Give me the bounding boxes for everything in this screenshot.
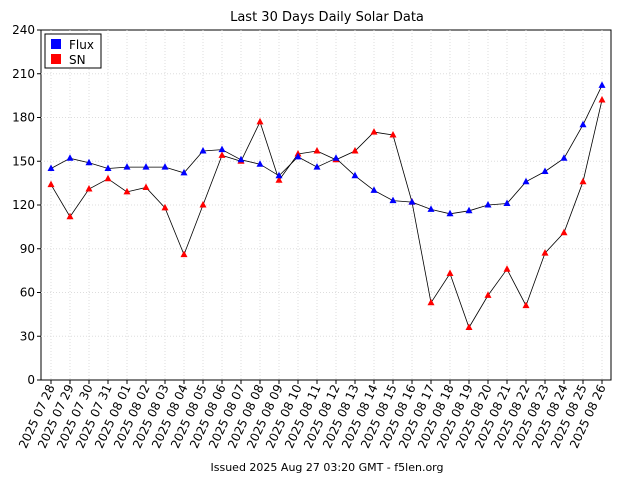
data-point-flux	[579, 120, 587, 128]
data-point-flux	[199, 147, 207, 154]
data-point-sn	[370, 128, 378, 135]
data-point-sn	[503, 265, 511, 272]
y-tick-label: 120	[12, 198, 35, 212]
series-line-flux	[50, 85, 603, 215]
data-point-flux	[560, 154, 568, 161]
data-point-flux	[85, 158, 93, 166]
y-tick-label: 60	[20, 286, 35, 300]
data-point-flux	[66, 154, 74, 161]
data-point-sn	[256, 117, 264, 125]
data-point-sn	[465, 323, 473, 330]
y-tick-label: 150	[12, 154, 35, 168]
data-point-flux	[275, 171, 283, 179]
data-point-flux	[313, 163, 321, 170]
data-point-sn	[484, 291, 492, 298]
data-point-sn	[47, 180, 55, 188]
data-point-flux	[294, 152, 302, 160]
data-point-sn	[199, 201, 207, 208]
y-tick-label: 0	[27, 373, 35, 387]
data-point-sn	[541, 249, 549, 256]
data-point-flux	[47, 164, 55, 171]
data-point-flux	[370, 186, 378, 193]
data-point-flux	[104, 164, 112, 171]
data-point-flux	[408, 198, 416, 205]
data-point-sn	[85, 185, 93, 192]
data-point-sn	[351, 147, 359, 154]
y-axis: 0 30 60 90 120 150 180 210 240	[12, 23, 41, 387]
data-point-sn	[598, 96, 606, 103]
data-point-flux	[522, 177, 530, 185]
data-point-sn	[427, 298, 435, 306]
data-point-flux	[161, 163, 169, 170]
y-tick-label: 180	[12, 111, 35, 125]
data-point-flux	[332, 154, 340, 161]
data-point-flux	[351, 171, 359, 179]
data-point-flux	[503, 199, 511, 206]
chart-title: Last 30 Days Daily Solar Data	[230, 10, 424, 25]
data-point-flux	[218, 145, 226, 153]
data-point-sn	[161, 203, 169, 211]
data-point-flux	[237, 155, 245, 163]
data-point-flux	[256, 160, 264, 167]
data-point-sn	[560, 228, 568, 236]
y-tick-label: 30	[20, 329, 35, 343]
legend-swatch-flux	[51, 39, 61, 49]
series-layer	[47, 81, 606, 330]
data-point-sn	[579, 177, 587, 185]
data-point-sn	[313, 147, 321, 154]
legend-label-flux: Flux	[69, 38, 94, 52]
data-point-flux	[389, 196, 397, 204]
data-point-sn	[389, 131, 397, 138]
data-point-sn	[275, 176, 283, 183]
data-point-flux	[446, 209, 454, 217]
legend: Flux SN	[44, 33, 102, 69]
data-point-sn	[218, 151, 226, 158]
y-tick-label: 90	[20, 242, 35, 256]
data-point-flux	[484, 201, 492, 208]
data-point-flux	[541, 167, 549, 174]
legend-label-sn: SN	[69, 53, 86, 67]
data-point-sn	[142, 183, 150, 190]
data-point-flux	[180, 168, 188, 176]
data-point-sn	[66, 212, 74, 220]
data-point-flux	[465, 206, 473, 214]
y-tick-label: 240	[12, 23, 35, 37]
data-point-flux	[123, 163, 131, 170]
data-point-sn	[446, 269, 454, 276]
data-point-flux	[427, 205, 435, 212]
data-point-sn	[180, 250, 188, 258]
data-point-flux	[142, 163, 150, 170]
series-line-sn	[50, 99, 603, 329]
legend-swatch-sn	[51, 54, 61, 64]
data-point-sn	[104, 174, 112, 182]
data-point-flux	[598, 81, 606, 88]
data-point-sn	[522, 301, 530, 309]
footer-credit: Issued 2025 Aug 27 03:20 GMT - f5len.org	[211, 461, 444, 474]
y-tick-label: 210	[12, 67, 35, 81]
data-point-sn	[123, 187, 131, 195]
